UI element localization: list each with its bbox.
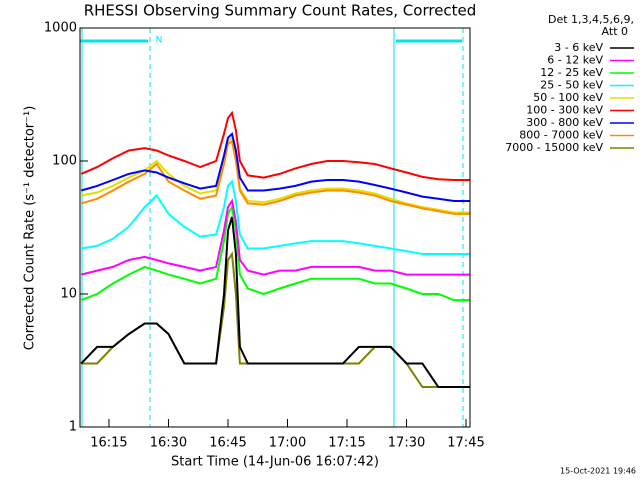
- chart-title: RHESSI Observing Summary Count Rates, Co…: [84, 2, 477, 20]
- interval-markers: [80, 28, 464, 427]
- x-axis-label: Start Time (14-Jun-06 16:07:42): [171, 455, 379, 470]
- annotation: N: [156, 36, 163, 46]
- legend-label: 25 - 50 keV: [540, 79, 603, 92]
- legend-label: 50 - 100 keV: [533, 91, 603, 104]
- x-tick-label: 17:00: [269, 436, 306, 451]
- legend-label: 100 - 300 keV: [526, 104, 603, 117]
- legend-label: 3 - 6 keV: [554, 41, 603, 54]
- legend-label: 800 - 7000 keV: [519, 129, 603, 142]
- series-line: [80, 198, 470, 276]
- legend-label: 12 - 25 keV: [540, 66, 603, 79]
- series-line: [80, 132, 470, 202]
- x-tick-label: 17:15: [328, 436, 365, 451]
- footer: 15-Oct-2021 19:46: [560, 467, 636, 476]
- y-axis-label: Corrected Count Rate (s⁻¹ detector⁻¹): [23, 106, 38, 351]
- legend-label: 6 - 12 keV: [547, 54, 603, 67]
- series-line: [80, 140, 470, 215]
- legend-title: Det 1,3,4,5,6,9,: [548, 13, 634, 26]
- plot-frame: [79, 27, 471, 428]
- series-line: [80, 110, 470, 181]
- legend-label: 7000 - 15000 keV: [505, 141, 603, 154]
- y-tick-label: 1000: [44, 21, 77, 36]
- series-line: [81, 179, 470, 255]
- series-line: [80, 216, 470, 388]
- plot-area: [80, 110, 470, 388]
- series-line: [80, 204, 470, 302]
- x-tick-label: 16:30: [150, 436, 187, 451]
- y-tick-label: 10: [60, 287, 77, 302]
- legend-title: Att 0: [602, 25, 628, 38]
- x-tick-label: 16:45: [209, 436, 246, 451]
- x-tick-label: 17:30: [388, 436, 425, 451]
- y-tick-label: 100: [52, 154, 77, 169]
- legend-label: 300 - 800 keV: [526, 116, 603, 129]
- series-line: [81, 135, 470, 214]
- x-tick-label: 17:45: [447, 436, 484, 451]
- y-tick-label: 1: [69, 420, 77, 435]
- x-tick-label: 16:15: [90, 436, 127, 451]
